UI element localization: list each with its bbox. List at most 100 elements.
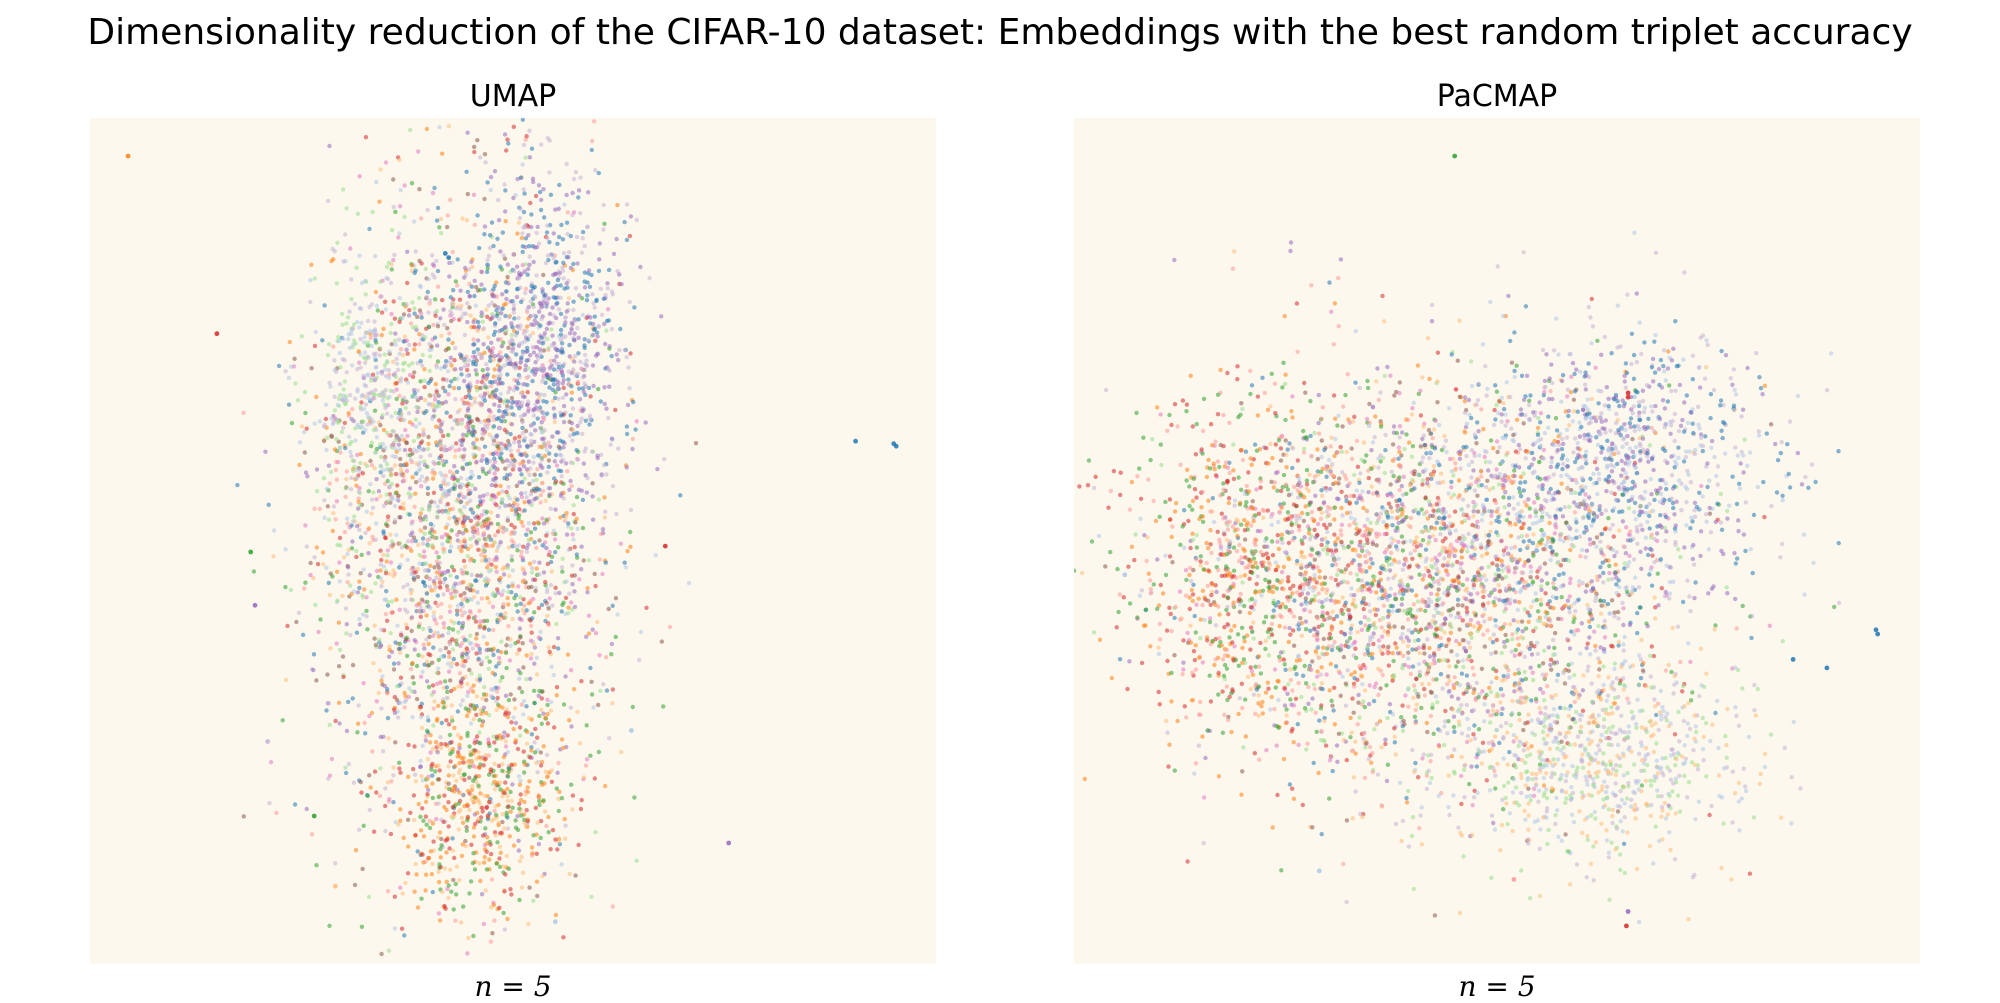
scatter-point <box>509 554 514 559</box>
scatter-point <box>1341 861 1346 867</box>
scatter-point <box>544 399 549 405</box>
scatter-point <box>515 814 520 819</box>
scatter-point <box>554 685 560 690</box>
scatter-point <box>458 499 464 504</box>
scatter-point <box>1589 523 1594 528</box>
scatter-point <box>519 885 525 890</box>
scatter-point <box>379 371 385 376</box>
scatter-point <box>453 763 458 769</box>
scatter-point <box>446 781 451 786</box>
scatter-point <box>334 437 339 442</box>
scatter-point <box>470 784 475 789</box>
scatter-point <box>354 468 360 473</box>
scatter-point <box>497 844 503 850</box>
scatter-point <box>1332 639 1337 645</box>
scatter-point <box>428 849 434 854</box>
scatter-point <box>653 553 658 558</box>
scatter-point <box>536 693 541 698</box>
scatter-point <box>402 690 407 696</box>
scatter-point <box>462 537 467 542</box>
scatter-point <box>454 892 459 897</box>
scatter-point <box>465 598 470 604</box>
scatter-point <box>430 476 436 481</box>
scatter-point <box>350 458 355 463</box>
scatter-point <box>584 723 589 728</box>
scatter-point <box>529 732 535 737</box>
scatter-point <box>537 798 542 804</box>
scatter-point <box>451 301 456 307</box>
scatter-point <box>482 232 487 237</box>
scatter-point <box>520 556 525 561</box>
scatter-point <box>367 541 372 546</box>
scatter-point <box>1530 670 1535 675</box>
scatter-point <box>1347 523 1352 528</box>
scatter-point <box>405 557 410 562</box>
scatter-point <box>590 449 595 454</box>
scatter-point <box>464 528 469 534</box>
scatter-point <box>446 492 451 497</box>
scatter-point <box>512 364 517 370</box>
scatter-point <box>545 702 550 708</box>
scatter-point <box>659 639 664 644</box>
scatter-point <box>340 425 346 431</box>
scatter-point <box>564 161 569 167</box>
scatter-point <box>542 293 547 299</box>
scatter-point <box>435 514 440 519</box>
scatter-point <box>591 705 596 710</box>
scatter-point <box>263 449 268 454</box>
scatter-point <box>484 509 490 514</box>
scatter-point <box>1524 533 1530 538</box>
scatter-point <box>484 426 490 431</box>
scatter-point <box>450 340 455 346</box>
scatter-point <box>465 301 470 306</box>
scatter-point <box>511 715 516 720</box>
scatter-point <box>667 624 673 630</box>
scatter-point <box>474 631 480 637</box>
scatter-point <box>344 206 349 211</box>
scatter-point <box>446 626 452 631</box>
scatter-point <box>354 265 359 270</box>
scatter-point <box>447 549 453 554</box>
scatter-point <box>625 402 631 408</box>
scatter-point <box>553 837 558 842</box>
scatter-point <box>549 779 555 784</box>
scatter-point <box>458 735 464 741</box>
scatter-point <box>562 361 567 367</box>
scatter-point <box>476 351 481 356</box>
scatter-point <box>350 539 355 544</box>
scatter-point <box>466 406 471 411</box>
scatter-point <box>393 370 398 376</box>
scatter-point <box>585 293 590 298</box>
scatter-point <box>533 370 538 375</box>
scatter-point <box>518 391 524 396</box>
scatter-point <box>488 188 493 193</box>
scatter-point <box>577 386 582 391</box>
scatter-point <box>522 508 527 513</box>
scatter-point <box>453 346 458 351</box>
scatter-point <box>314 678 319 683</box>
scatter-point <box>487 233 493 238</box>
scatter-point <box>419 484 424 489</box>
scatter-point <box>430 795 435 801</box>
scatter-point <box>472 342 477 347</box>
scatter-point <box>553 912 559 918</box>
scatter-point <box>445 213 450 218</box>
scatter-point <box>468 588 473 593</box>
scatter-point <box>1836 600 1842 606</box>
scatter-point <box>345 516 350 521</box>
scatter-point <box>1589 396 1594 402</box>
scatter-point <box>398 347 404 352</box>
scatter-point <box>592 305 597 310</box>
scatter-point <box>523 490 528 496</box>
scatter-point <box>548 582 554 588</box>
scatter-point <box>347 309 352 314</box>
scatter-point <box>508 431 513 437</box>
scatter-point <box>510 346 516 351</box>
scatter-point <box>582 279 587 284</box>
scatter-point <box>468 752 473 757</box>
scatter-point <box>437 862 442 867</box>
scatter-point <box>548 847 553 852</box>
scatter-point <box>455 732 461 738</box>
scatter-point <box>486 335 491 340</box>
scatter-point <box>1283 605 1288 610</box>
